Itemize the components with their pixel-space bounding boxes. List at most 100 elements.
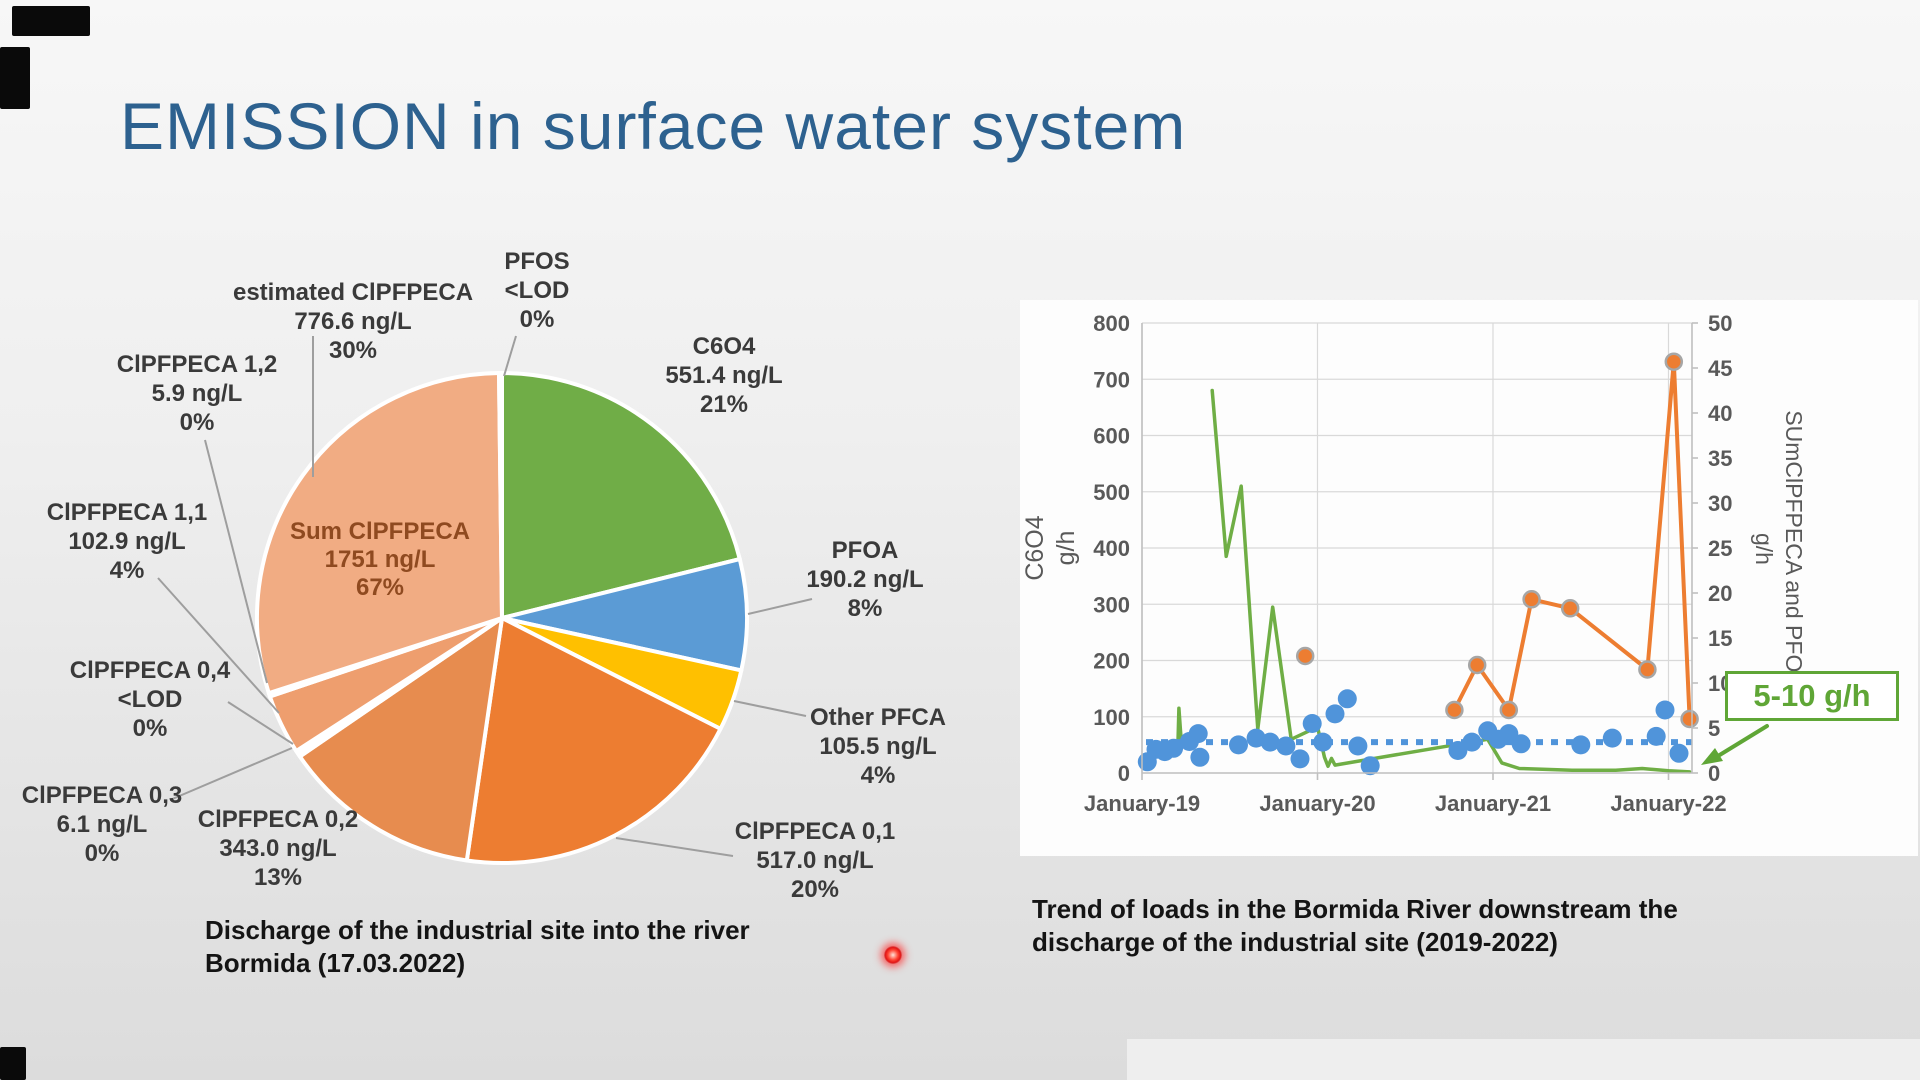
right-axis-tick: 15 — [1708, 626, 1732, 651]
pie-slice-0 — [500, 371, 742, 620]
left-axis-tick: 100 — [1093, 705, 1130, 730]
right-axis-tick: 40 — [1708, 401, 1732, 426]
pie-leader-line — [615, 837, 734, 857]
pie-label-line: 0% — [519, 306, 555, 333]
annotation-arrow — [1701, 724, 1769, 765]
trend-blue-dot — [1337, 689, 1357, 709]
pie-center-label-value: 1751 ng/L — [324, 546, 436, 573]
trend-blue-dot — [1188, 724, 1208, 744]
pie-label-line: 6.1 ng/L — [56, 811, 148, 838]
trend-orange-marker — [1638, 660, 1657, 679]
pie-slice-1 — [500, 557, 749, 673]
pie-label-line: ClPFPECA 0,4 — [69, 657, 231, 684]
trend-caption: Trend of loads in the Bormida River down… — [1032, 893, 1752, 959]
pie-label-line: estimated ClPFPECA — [232, 279, 474, 306]
right-axis-tick: 20 — [1708, 581, 1732, 606]
pie-label-7: ClPFPECA 1,1 102.9 ng/L 4% — [0, 498, 257, 585]
pie-label-line: ClPFPECA 1,2 — [116, 351, 278, 378]
pie-label-line: PFOA — [831, 537, 899, 564]
trend-caption-line2: discharge of the industrial site (2019-2… — [1032, 927, 1558, 957]
left-axis-tick: 300 — [1093, 592, 1130, 617]
pie-center-label-pct: 67% — [355, 574, 405, 601]
pie-label-line: C6O4 — [692, 333, 756, 360]
annotation-callout: 5-10 g/h — [1725, 671, 1899, 721]
trend-chart-series — [1137, 352, 1699, 776]
pie-label-line: 776.6 ng/L — [294, 308, 412, 335]
screen-artifact-left-edge — [0, 47, 30, 109]
screen-artifact-top-left — [12, 6, 90, 36]
trend-blue-dot — [1302, 714, 1322, 733]
right-axis-tick: 50 — [1708, 311, 1732, 336]
trend-chart-panel — [1020, 300, 1918, 856]
pie-label-line: PFOS — [504, 248, 570, 275]
right-axis-tick: 45 — [1708, 356, 1732, 381]
pie-label-1: PFOA 190.2 ng/L 8% — [735, 536, 995, 623]
pie-label-line: 5.9 ng/L — [151, 380, 243, 407]
pie-label-5: ClPFPECA 0,3 6.1 ng/L 0% — [0, 781, 232, 868]
pie-label-line: ClPFPECA 0,3 — [21, 782, 183, 809]
pie-label-6: ClPFPECA 0,4 <LOD 0% — [20, 656, 280, 743]
trend-green-line — [1176, 706, 1184, 747]
pie-leader-line — [503, 335, 517, 377]
trend-chart-axes: 0100200300400500600700800051015202530354… — [1084, 311, 1733, 816]
pie-label-4: ClPFPECA 0,2 343.0 ng/L 13% — [148, 805, 408, 892]
pie-label-line: 343.0 ng/L — [219, 835, 337, 862]
pie-leader-lines — [157, 335, 813, 857]
page-title: EMISSION in surface water system — [120, 89, 1187, 163]
x-axis-tick: January-19 — [1084, 791, 1200, 816]
right-axis-tick: 0 — [1708, 761, 1720, 786]
right-axis-title-line2: g/h — [1751, 533, 1777, 565]
trend-blue-dot — [1669, 743, 1689, 763]
laser-pointer-dot — [884, 946, 902, 964]
pie-label-line: 190.2 ng/L — [806, 566, 924, 593]
left-axis-title-line1: C6O4 — [1021, 515, 1049, 581]
trend-orange-marker — [1680, 709, 1699, 729]
trend-orange-marker — [1664, 352, 1684, 371]
trend-blue-dot — [1360, 756, 1380, 776]
pie-caption: Discharge of the industrial site into th… — [205, 914, 805, 980]
pie-label-line: 0% — [132, 715, 168, 742]
trend-blue-dot — [1313, 732, 1333, 752]
trend-orange-marker — [1295, 646, 1315, 666]
trend-orange-marker — [1522, 590, 1541, 609]
pie-leader-line — [747, 598, 813, 615]
trend-blue-dot — [1655, 700, 1675, 720]
trend-blue-dot — [1290, 749, 1310, 769]
pie-label-line: ClPFPECA 1,1 — [46, 499, 208, 526]
pie-label-0: C6O4 551.4 ng/L 21% — [594, 332, 854, 419]
right-axis-tick: 5 — [1708, 716, 1720, 741]
pie-slice-10 — [497, 370, 504, 620]
left-axis-title: C6O4 g/h — [1020, 448, 1084, 648]
trend-caption-line1: Trend of loads in the Bormida River down… — [1032, 894, 1678, 924]
footer-band — [1127, 1039, 1920, 1080]
trend-orange-marker — [1560, 599, 1580, 618]
left-axis-tick: 700 — [1093, 367, 1130, 392]
pie-label-8: ClPFPECA 1,2 5.9 ng/L 0% — [67, 350, 327, 437]
pie-center-label-name: Sum ClPFPECA — [289, 518, 471, 545]
right-axis-title-line1: SUmClPFPECA and PFOA — [1781, 410, 1807, 688]
pie-label-line: 20% — [790, 876, 840, 903]
pie-label-line: 102.9 ng/L — [68, 528, 186, 555]
pie-caption-line1: Discharge of the industrial site into th… — [205, 915, 750, 945]
pie-label-line: 13% — [253, 864, 303, 891]
pie-label-line: 4% — [109, 557, 145, 584]
pie-label-line: 0% — [84, 840, 120, 867]
pie-label-line: 105.5 ng/L — [819, 733, 937, 760]
pie-label-line: 4% — [860, 762, 896, 789]
trend-orange-marker — [1445, 700, 1464, 720]
pie-caption-line2: Bormida (17.03.2022) — [205, 948, 466, 978]
left-axis-title-line2: g/h — [1052, 530, 1080, 566]
pie-leader-line — [169, 747, 293, 801]
pie-slice-9 — [254, 371, 504, 696]
pie-label-line: 21% — [699, 391, 749, 418]
right-axis-title: SUmClPFPECA and PFOA g/h — [1747, 389, 1809, 709]
pie-label-9: estimated ClPFPECA 776.6 ng/L 30% — [223, 278, 483, 365]
left-axis-tick: 800 — [1093, 311, 1130, 336]
pie-label-line: <LOD — [117, 686, 183, 713]
left-axis-tick: 0 — [1118, 761, 1130, 786]
pie-leader-line — [733, 700, 807, 717]
pie-label-line: ClPFPECA 0,1 — [734, 818, 896, 845]
left-axis-tick: 500 — [1093, 480, 1130, 505]
pie-center-label: Sum ClPFPECA 1751 ng/L 67% — [248, 518, 512, 602]
